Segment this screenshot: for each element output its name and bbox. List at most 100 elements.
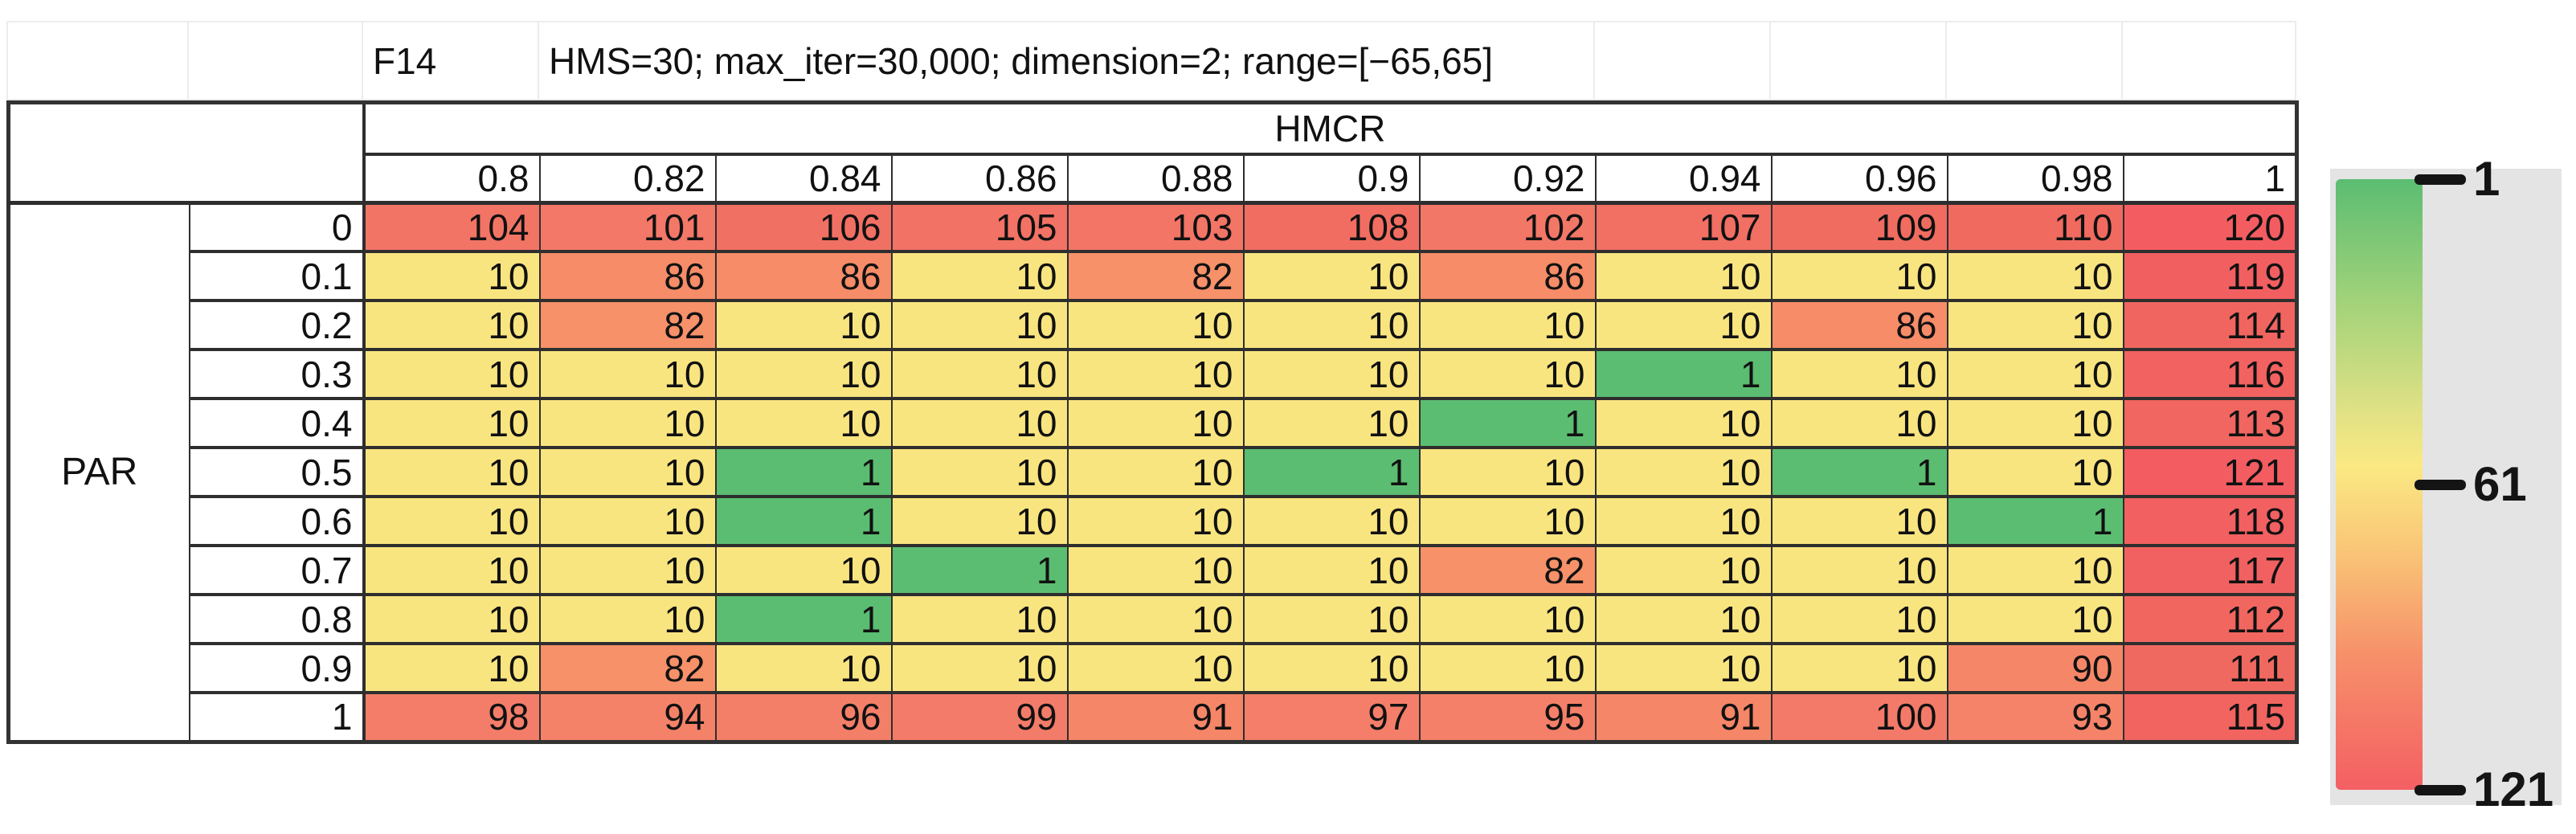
heatmap-cell[interactable]: 109	[1770, 201, 1948, 252]
col-header-cell[interactable]: 0.88	[1066, 153, 1245, 205]
heatmap-cell[interactable]: 10	[1770, 544, 1948, 595]
heatmap-cell[interactable]: 10	[1594, 642, 1773, 693]
heatmap-cell[interactable]: 10	[1066, 544, 1245, 595]
heatmap-cell[interactable]: 82	[538, 299, 717, 350]
heatmap-cell[interactable]: 10	[538, 593, 717, 644]
empty-sheet-cell[interactable]	[187, 21, 363, 100]
col-header-cell[interactable]: 0.98	[1946, 153, 2124, 205]
heatmap-cell[interactable]: 10	[714, 397, 893, 448]
row-label-cell[interactable]: 0.7	[188, 544, 366, 595]
heatmap-cell[interactable]: 10	[362, 642, 541, 693]
row-label-cell[interactable]: 0	[188, 201, 366, 252]
heatmap-cell[interactable]: 10	[714, 299, 893, 350]
heatmap-cell[interactable]: 10	[362, 544, 541, 595]
heatmap-cell[interactable]: 10	[1242, 299, 1421, 350]
heatmap-cell[interactable]: 10	[890, 299, 1069, 350]
heatmap-cell[interactable]: 10	[1242, 495, 1421, 546]
heatmap-cell[interactable]: 94	[538, 691, 717, 742]
heatmap-cell[interactable]: 104	[362, 201, 541, 252]
heatmap-cell[interactable]: 111	[2122, 642, 2298, 693]
heatmap-cell[interactable]: 10	[538, 544, 717, 595]
heatmap-cell[interactable]: 107	[1594, 201, 1773, 252]
heatmap-cell[interactable]: 10	[1594, 397, 1773, 448]
heatmap-cell[interactable]: 10	[1418, 348, 1597, 399]
heatmap-cell[interactable]: 10	[1066, 446, 1245, 497]
heatmap-cell[interactable]: 110	[1946, 201, 2124, 252]
heatmap-cell[interactable]: 101	[538, 201, 717, 252]
empty-sheet-cell[interactable]	[1769, 21, 1948, 100]
heatmap-cell[interactable]: 112	[2122, 593, 2298, 644]
heatmap-cell[interactable]: 10	[1066, 642, 1245, 693]
heatmap-cell[interactable]: 10	[1594, 446, 1773, 497]
heatmap-cell[interactable]: 98	[362, 691, 541, 742]
heatmap-cell[interactable]: 10	[1242, 593, 1421, 644]
heatmap-cell[interactable]: 91	[1066, 691, 1245, 742]
heatmap-cell[interactable]: 114	[2122, 299, 2298, 350]
heatmap-cell[interactable]: 10	[890, 348, 1069, 399]
heatmap-cell[interactable]: 90	[1946, 642, 2124, 693]
heatmap-cell[interactable]: 10	[1418, 299, 1597, 350]
heatmap-cell[interactable]: 82	[1418, 544, 1597, 595]
function-label-cell[interactable]: F14	[362, 21, 539, 100]
heatmap-cell[interactable]: 10	[538, 397, 717, 448]
row-label-cell[interactable]: 1	[188, 691, 366, 742]
heatmap-cell[interactable]: 10	[1770, 397, 1948, 448]
col-header-cell[interactable]: 0.94	[1594, 153, 1773, 205]
col-header-cell[interactable]: 0.96	[1770, 153, 1948, 205]
heatmap-cell[interactable]: 10	[890, 397, 1069, 448]
heatmap-cell[interactable]: 93	[1946, 691, 2124, 742]
heatmap-cell[interactable]: 10	[1066, 495, 1245, 546]
heatmap-cell[interactable]: 10	[890, 593, 1069, 644]
heatmap-cell[interactable]: 10	[1946, 397, 2124, 448]
heatmap-cell[interactable]: 10	[1946, 348, 2124, 399]
heatmap-cell[interactable]: 86	[1418, 250, 1597, 301]
empty-sheet-cell[interactable]	[1945, 21, 2124, 100]
heatmap-cell[interactable]: 10	[362, 446, 541, 497]
heatmap-cell[interactable]: 1	[714, 446, 893, 497]
heatmap-cell[interactable]: 121	[2122, 446, 2298, 497]
heatmap-cell[interactable]: 10	[1770, 495, 1948, 546]
heatmap-cell[interactable]: 1	[1770, 446, 1948, 497]
heatmap-cell[interactable]: 1	[714, 593, 893, 644]
heatmap-cell[interactable]: 82	[1066, 250, 1245, 301]
row-label-cell[interactable]: 0.8	[188, 593, 366, 644]
heatmap-cell[interactable]: 86	[1770, 299, 1948, 350]
heatmap-cell[interactable]: 10	[1946, 544, 2124, 595]
heatmap-cell[interactable]: 10	[1770, 642, 1948, 693]
heatmap-cell[interactable]: 1	[890, 544, 1069, 595]
heatmap-cell[interactable]: 10	[1418, 495, 1597, 546]
heatmap-cell[interactable]: 10	[362, 348, 541, 399]
heatmap-cell[interactable]: 10	[1594, 593, 1773, 644]
heatmap-cell[interactable]: 10	[890, 495, 1069, 546]
heatmap-cell[interactable]: 10	[1066, 348, 1245, 399]
heatmap-cell[interactable]: 10	[1594, 495, 1773, 546]
heatmap-cell[interactable]: 10	[1770, 348, 1948, 399]
heatmap-cell[interactable]: 10	[1946, 299, 2124, 350]
row-label-cell[interactable]: 0.3	[188, 348, 366, 399]
col-header-cell[interactable]: 0.82	[538, 153, 717, 205]
heatmap-cell[interactable]: 10	[1594, 544, 1773, 595]
heatmap-cell[interactable]: 10	[890, 642, 1069, 693]
heatmap-cell[interactable]: 10	[362, 397, 541, 448]
heatmap-cell[interactable]: 1	[1418, 397, 1597, 448]
heatmap-cell[interactable]: 10	[1066, 593, 1245, 644]
heatmap-cell[interactable]: 10	[890, 446, 1069, 497]
col-header-cell[interactable]: 0.8	[362, 153, 541, 205]
heatmap-cell[interactable]: 120	[2122, 201, 2298, 252]
row-label-cell[interactable]: 0.9	[188, 642, 366, 693]
heatmap-cell[interactable]: 82	[538, 642, 717, 693]
col-header-cell[interactable]: 1	[2122, 153, 2298, 205]
heatmap-cell[interactable]: 10	[890, 250, 1069, 301]
heatmap-cell[interactable]: 10	[1946, 250, 2124, 301]
heatmap-cell[interactable]: 10	[1770, 593, 1948, 644]
heatmap-cell[interactable]: 10	[362, 495, 541, 546]
heatmap-cell[interactable]: 10	[714, 348, 893, 399]
heatmap-cell[interactable]: 1	[1594, 348, 1773, 399]
heatmap-cell[interactable]: 10	[1418, 642, 1597, 693]
heatmap-cell[interactable]: 118	[2122, 495, 2298, 546]
heatmap-cell[interactable]: 10	[714, 642, 893, 693]
heatmap-cell[interactable]: 108	[1242, 201, 1421, 252]
col-header-cell[interactable]: 0.92	[1418, 153, 1597, 205]
heatmap-cell[interactable]: 10	[1594, 299, 1773, 350]
heatmap-cell[interactable]: 1	[714, 495, 893, 546]
